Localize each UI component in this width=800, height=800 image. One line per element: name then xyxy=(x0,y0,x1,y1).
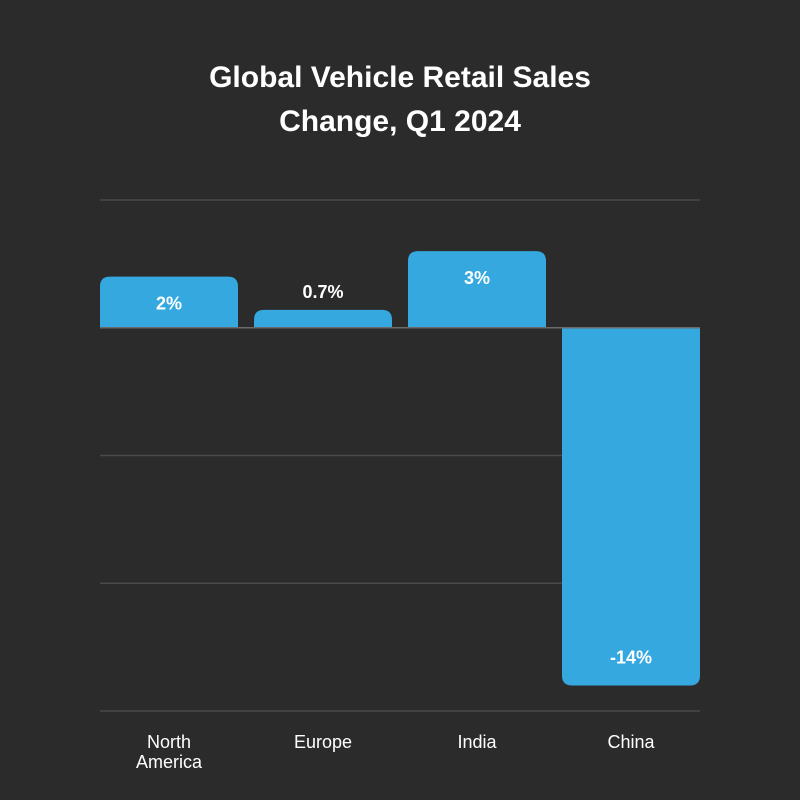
data-label: 0.7% xyxy=(302,282,343,302)
data-label: 2% xyxy=(156,294,182,314)
category-label: Europe xyxy=(294,732,352,752)
bar xyxy=(562,327,700,686)
bar xyxy=(254,309,392,328)
data-label: -14% xyxy=(610,647,652,667)
category-label: America xyxy=(136,752,203,772)
category-label: China xyxy=(607,732,655,752)
data-label: 3% xyxy=(464,268,490,288)
bar xyxy=(408,251,546,328)
category-label: India xyxy=(457,732,497,752)
chart-title: Global Vehicle Retail Sales Change, Q1 2… xyxy=(0,56,800,144)
category-label: North xyxy=(147,732,191,752)
chart-title-line-2: Change, Q1 2024 xyxy=(279,105,521,138)
bar xyxy=(100,276,238,328)
chart-title-line-1: Global Vehicle Retail Sales xyxy=(209,61,591,94)
